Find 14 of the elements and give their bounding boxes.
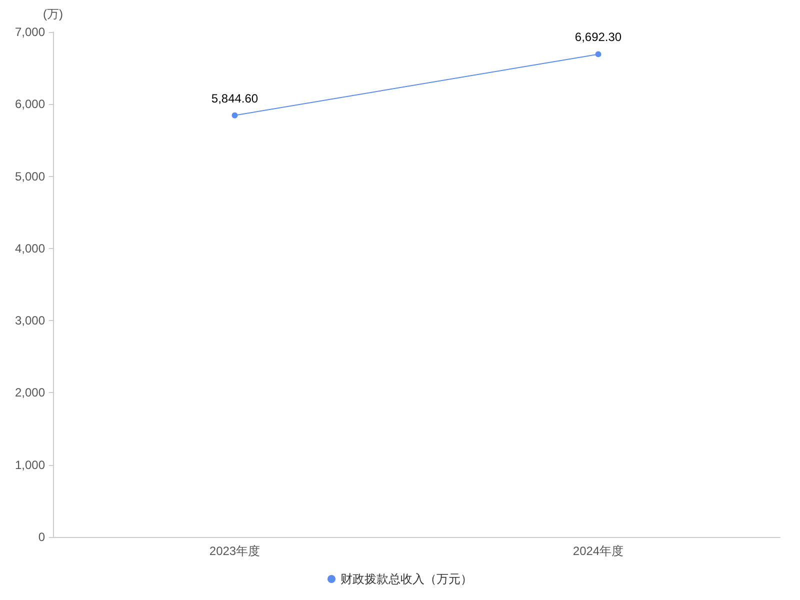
y-tick-label: 5,000: [14, 169, 46, 184]
legend-label: 财政拨款总收入（万元）: [340, 572, 472, 586]
y-axis-title: (万): [43, 7, 63, 21]
y-tick-label: 7,000: [14, 25, 46, 39]
y-tick-label: 0: [38, 530, 46, 544]
y-tick-label: 2,000: [14, 386, 46, 400]
data-label: 5,844.60: [211, 91, 258, 106]
data-label: 6,692.30: [574, 30, 622, 44]
x-tick-label: 2024年度: [572, 544, 624, 558]
y-tick-label: 4,000: [14, 241, 46, 256]
y-tick-label: 3,000: [14, 314, 46, 328]
y-tick-label: 1,000: [14, 458, 46, 472]
x-tick-label: 2023年度: [209, 544, 260, 558]
y-tick-label: 6,000: [14, 97, 46, 112]
